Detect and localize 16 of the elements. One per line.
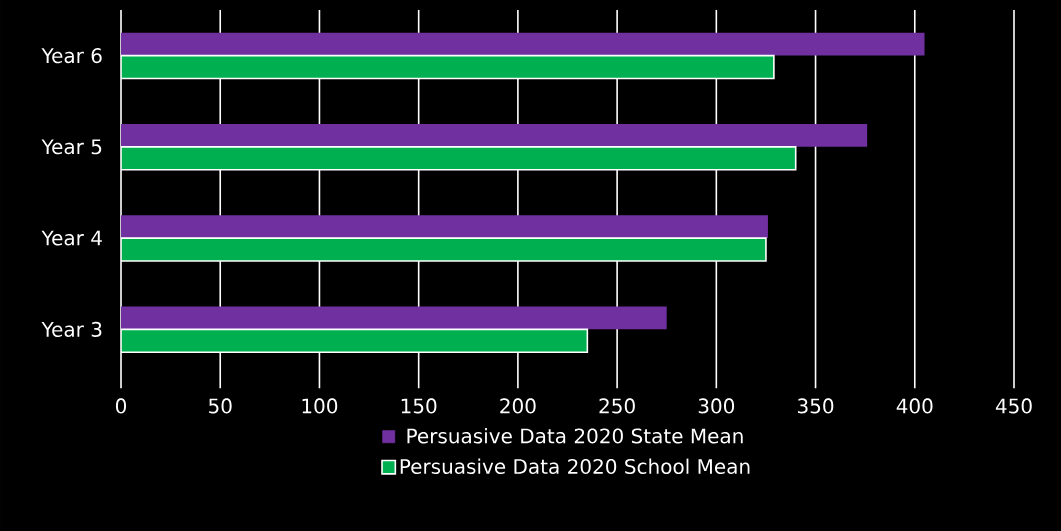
legend-label: Persuasive Data 2020 School Mean bbox=[400, 458, 750, 475]
x-tick-label: 300 bbox=[698, 398, 735, 414]
y-tick-label: Year 4 bbox=[41, 230, 102, 246]
x-tick-label: 0 bbox=[115, 398, 127, 414]
x-tick-label: 150 bbox=[401, 398, 437, 414]
legend-label: Persuasive Data 2020 State Mean bbox=[407, 428, 743, 444]
y-tick-label: Year 5 bbox=[41, 139, 102, 155]
y-tick-label: Year 3 bbox=[41, 321, 102, 337]
x-tick-label: 450 bbox=[995, 398, 1032, 414]
y-tick-label: Year 6 bbox=[41, 48, 102, 64]
x-tick-label: 350 bbox=[797, 398, 834, 414]
x-tick-label: 200 bbox=[500, 398, 536, 414]
x-tick-label: 250 bbox=[599, 398, 635, 414]
x-tick-label: 400 bbox=[896, 398, 933, 414]
x-tick-label: 50 bbox=[209, 398, 232, 414]
x-tick-label: 100 bbox=[302, 398, 338, 414]
